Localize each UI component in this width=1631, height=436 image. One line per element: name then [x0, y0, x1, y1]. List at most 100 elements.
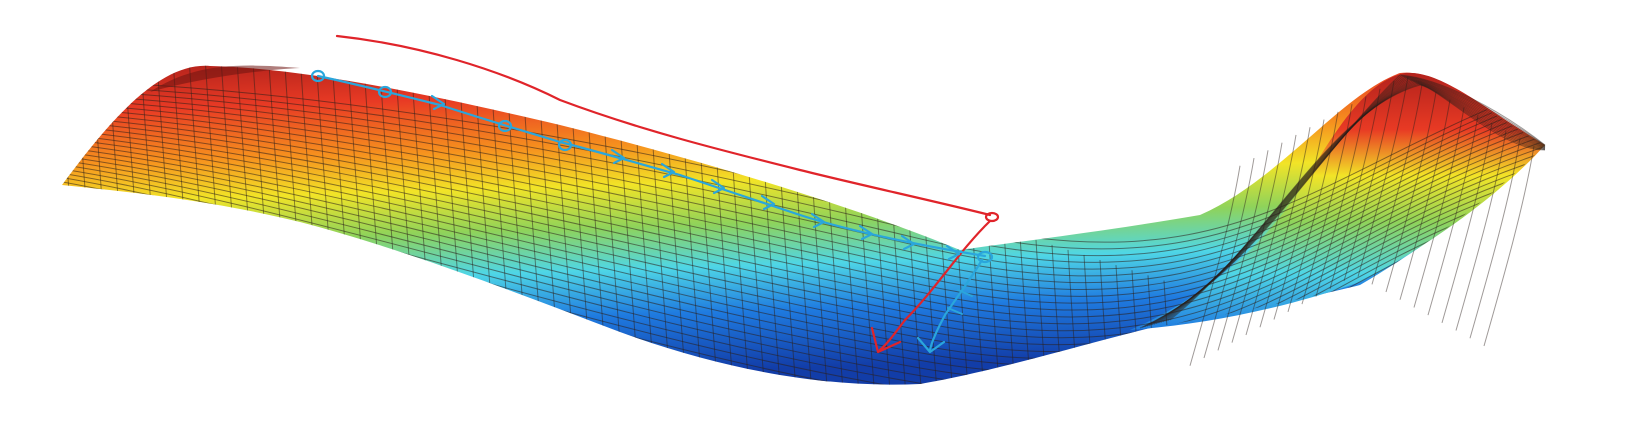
blue-step-chevron — [610, 148, 626, 165]
mesh-line-transverse — [107, 65, 133, 382]
mesh-line-longitudinal — [62, 136, 1545, 332]
mesh-line-transverse — [795, 168, 821, 385]
mesh-line-longitudinal — [62, 97, 1545, 270]
mesh-line-lobe-cross — [1357, 76, 1409, 277]
mesh-line-transverse — [715, 146, 741, 385]
mesh-line-lobe-cross — [1343, 80, 1395, 282]
mesh-line-transverse — [891, 196, 917, 385]
blue-step-chevron — [660, 162, 676, 179]
mesh-line-transverse — [1147, 275, 1173, 385]
mesh-line-longitudinal — [62, 123, 1545, 311]
mesh-line-lobe-cross — [1371, 84, 1423, 285]
mesh-line-lobe-cross — [1399, 99, 1451, 300]
mesh-line-lobe — [1142, 75, 1546, 328]
mesh-line-transverse — [635, 125, 661, 385]
mesh-line-lobe — [1144, 76, 1546, 328]
blue-step-circle — [557, 138, 573, 152]
blue-step-circle — [377, 85, 393, 99]
mesh-line-lobe-cross — [1217, 150, 1269, 351]
mesh-line-lobe-cross — [1483, 145, 1535, 347]
mesh-line-lobe-cross — [1315, 96, 1367, 297]
red-start-marker — [984, 211, 1000, 223]
red-annotation — [335, 34, 1000, 354]
mesh-line-lobe-cross — [1455, 130, 1507, 331]
red-trajectory-line — [335, 34, 992, 217]
mesh-line-longitudinal — [62, 127, 1545, 318]
mesh-line-lobe — [1169, 84, 1546, 321]
mesh-line-lobe-cross — [1189, 165, 1241, 366]
mesh-line-lobe-cross — [1469, 138, 1521, 339]
mesh-line-longitudinal — [62, 141, 1545, 339]
blue-step-mark-lower — [947, 289, 973, 315]
blue-step-chevron — [900, 234, 916, 251]
mesh-line-transverse — [1083, 254, 1109, 385]
blue-ridge-path — [316, 74, 987, 258]
mesh-line-transverse — [1019, 234, 1045, 385]
mesh-line-transverse — [75, 65, 101, 385]
blue-step-chevron — [810, 212, 826, 229]
mesh-line-transverse — [91, 65, 117, 385]
mesh-line-transverse — [1051, 244, 1077, 385]
mesh-line-lobe-cross — [1427, 115, 1479, 316]
mesh-line-lobe — [1155, 79, 1546, 325]
mesh-line-transverse — [1115, 265, 1141, 385]
surface-mesh — [62, 65, 1546, 385]
mesh-line-transverse — [875, 191, 901, 385]
blue-step-chevron — [760, 194, 776, 211]
mesh-line-lobe-cross — [1413, 107, 1465, 308]
mesh-line-longitudinal — [62, 132, 1545, 325]
mesh-line-lobe — [1146, 76, 1546, 327]
mesh-line-lobe-cross — [1301, 104, 1353, 305]
mesh-line-longitudinal — [62, 154, 1545, 360]
mesh-line-lobe — [1158, 80, 1546, 324]
surface-right-lobe — [1130, 72, 1545, 330]
mesh-line-lobe — [1167, 83, 1546, 322]
mesh-line-lobe-cross — [1287, 111, 1339, 312]
mesh-line-lobe — [1153, 79, 1546, 325]
mesh-line-longitudinal — [62, 158, 1545, 367]
blue-annotation — [310, 69, 994, 354]
mesh-line-transverse — [827, 177, 853, 385]
red-descent-arrow — [878, 219, 992, 352]
mesh-grid-lines-right — [1139, 74, 1546, 366]
blue-step-chevron — [710, 178, 726, 195]
mesh-line-transverse — [62, 65, 85, 385]
mesh-line-transverse — [939, 210, 965, 385]
mesh-line-lobe-cross — [1245, 134, 1297, 336]
mesh-line-transverse — [1067, 249, 1093, 385]
mesh-line-longitudinal — [62, 114, 1545, 297]
mesh-line-lobe — [1148, 77, 1546, 326]
blue-step-circle — [310, 69, 326, 83]
mesh-line-lobe — [1165, 82, 1546, 322]
mesh-line-transverse — [811, 173, 837, 385]
blue-end-marker — [976, 250, 994, 264]
blue-descent-arrow — [928, 258, 984, 352]
mesh-line-transverse — [1131, 270, 1157, 385]
blue-step-marks — [310, 69, 994, 264]
mesh-line-longitudinal — [62, 110, 1545, 290]
blue-step-chevron — [858, 224, 874, 241]
mesh-line-transverse — [619, 121, 645, 385]
mesh-line-transverse — [571, 109, 597, 385]
mesh-line-lobe-cross — [1259, 127, 1311, 328]
mesh-line-longitudinal — [62, 167, 1545, 381]
mesh-line-transverse — [587, 113, 613, 385]
mesh-line-lobe — [1160, 81, 1546, 323]
blue-arrow-head — [916, 336, 946, 354]
mesh-line-lobe-cross — [1385, 91, 1437, 293]
mesh-line-longitudinal — [62, 119, 1545, 304]
mesh-line-transverse — [843, 182, 869, 385]
blue-step-chevron — [430, 94, 446, 111]
mesh-line-transverse — [1035, 239, 1061, 385]
mesh-line-lobe — [1139, 74, 1546, 329]
mesh-line-lobe-cross — [1329, 88, 1381, 289]
mesh-line-longitudinal — [62, 145, 1545, 346]
mesh-line-transverse — [747, 155, 773, 385]
mesh-line-lobe — [1162, 82, 1546, 323]
mesh-line-longitudinal — [62, 149, 1545, 352]
mesh-line-lobe — [1151, 78, 1546, 326]
mesh-line-transverse — [779, 164, 805, 385]
blue-step-circle — [497, 119, 513, 133]
